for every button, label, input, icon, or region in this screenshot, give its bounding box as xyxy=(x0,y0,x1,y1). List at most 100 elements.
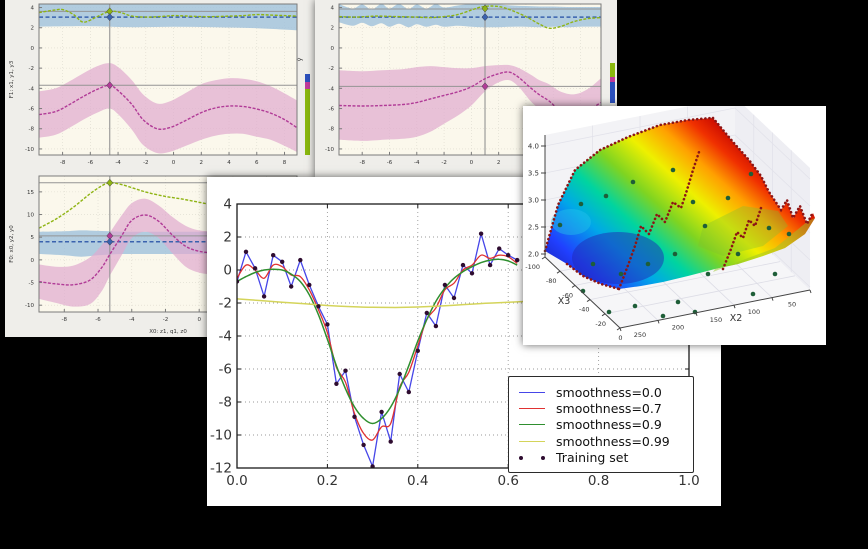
svg-text:-2: -2 xyxy=(143,160,148,166)
legend-box: smoothness=0.0 smoothness=0.7 smoothness=0… xyxy=(508,376,694,473)
svg-text:X2: X2 xyxy=(730,313,743,324)
svg-text:-4: -4 xyxy=(329,86,335,92)
svg-text:3.5: 3.5 xyxy=(528,170,539,178)
axis-lines xyxy=(541,135,812,332)
svg-text:3.0: 3.0 xyxy=(528,197,539,205)
svg-text:0: 0 xyxy=(31,258,35,264)
svg-text:-2: -2 xyxy=(441,160,446,166)
svg-text:-2: -2 xyxy=(29,66,34,72)
validation-points-green xyxy=(557,167,792,319)
svg-text:-20: -20 xyxy=(595,320,606,328)
svg-text:-60: -60 xyxy=(562,291,573,299)
svg-text:-6: -6 xyxy=(29,106,35,112)
svg-text:0.8: 0.8 xyxy=(588,473,609,489)
svg-text:-10: -10 xyxy=(325,147,334,153)
svg-text:-6: -6 xyxy=(219,362,232,378)
svg-text:-12: -12 xyxy=(210,461,232,477)
svg-text:-8: -8 xyxy=(60,160,66,166)
svg-text:4.0: 4.0 xyxy=(528,143,539,151)
svg-text:-2: -2 xyxy=(219,296,232,312)
svg-text:-4: -4 xyxy=(414,160,420,166)
svg-text:-8: -8 xyxy=(329,127,335,133)
slider-segment xyxy=(610,77,615,82)
prediction-slider-right[interactable] xyxy=(610,63,615,103)
svg-text:F1: x1, y1, y3: F1: x1, y1, y3 xyxy=(9,60,15,98)
svg-text:1.0: 1.0 xyxy=(678,473,699,489)
svg-text:-4: -4 xyxy=(115,160,121,166)
prediction-slider-left[interactable] xyxy=(305,74,310,155)
svg-text:-10: -10 xyxy=(25,147,34,153)
svg-text:-8: -8 xyxy=(29,127,35,133)
svg-text:-4: -4 xyxy=(129,317,135,323)
svg-text:2: 2 xyxy=(223,230,232,246)
svg-text:-100: -100 xyxy=(525,263,540,271)
svg-text:-2: -2 xyxy=(163,317,168,323)
svg-text:0.6: 0.6 xyxy=(497,473,518,489)
svg-text:0: 0 xyxy=(172,160,176,166)
svg-text:-10: -10 xyxy=(210,428,232,444)
gp-panel-left: -8 -6 -4 -2 0 2 4 6 8 4 2 0 -2 -4 -6 -8 -10 F1: x1, y1, y… xyxy=(5,0,315,337)
slider-segment xyxy=(610,82,615,103)
svg-text:0.0: 0.0 xyxy=(226,473,247,489)
surface-mesh xyxy=(545,118,815,289)
svg-text:6: 6 xyxy=(255,160,259,166)
svg-text:2.5: 2.5 xyxy=(528,224,539,232)
svg-text:-8: -8 xyxy=(219,395,232,411)
slider-segment xyxy=(610,63,615,77)
svg-text:4: 4 xyxy=(223,197,232,213)
surface-3d-card: 4.0 3.5 3.0 2.5 2.0 -100 -80 -60 -40 -20 0 250 200 15… xyxy=(523,97,832,345)
svg-text:-8: -8 xyxy=(359,160,365,166)
legend-item: smoothness=0.0 xyxy=(519,384,683,400)
svg-text:15: 15 xyxy=(27,190,34,196)
svg-text:-6: -6 xyxy=(387,160,393,166)
slider-segment xyxy=(305,74,310,82)
slider-segment xyxy=(305,89,310,155)
svg-text:150: 150 xyxy=(710,316,722,324)
svg-text:2: 2 xyxy=(31,26,35,32)
svg-text:-5: -5 xyxy=(29,280,35,286)
svg-text:-40: -40 xyxy=(579,306,590,314)
svg-text:2: 2 xyxy=(200,160,204,166)
svg-text:5: 5 xyxy=(31,235,35,241)
svg-text:250: 250 xyxy=(634,331,646,339)
svg-text:-80: -80 xyxy=(546,277,557,285)
legend-item: smoothness=0.7 xyxy=(519,400,683,416)
training-points-red xyxy=(543,116,815,291)
gp_tl-svg: -8 -6 -4 -2 0 2 4 6 8 4 2 0 -2 -4 -6 -8 -10 F1: x1, y1, y… xyxy=(9,3,298,166)
surface-3d-chart: 4.0 3.5 3.0 2.5 2.0 -100 -80 -60 -40 -20 0 250 200 15… xyxy=(525,97,832,342)
svg-text:0: 0 xyxy=(223,263,232,279)
svg-text:-6: -6 xyxy=(329,106,335,112)
svg-text:2: 2 xyxy=(497,160,501,166)
svg-text:100: 100 xyxy=(748,308,760,316)
svg-text:8: 8 xyxy=(283,160,287,166)
svg-text:-8: -8 xyxy=(62,317,68,323)
legend-item: Training set xyxy=(519,450,683,466)
legend-item: smoothness=0.9 xyxy=(519,417,683,433)
svg-text:4: 4 xyxy=(227,160,231,166)
slider-label-left: ŷ xyxy=(296,57,304,62)
svg-text:-4: -4 xyxy=(219,329,232,345)
svg-text:X0: z1, q1, z0: X0: z1, q1, z0 xyxy=(149,329,187,335)
legend-item: smoothness=0.99 xyxy=(519,433,683,449)
svg-text:0: 0 xyxy=(331,46,335,52)
svg-text:0: 0 xyxy=(197,317,201,323)
svg-text:F0: x0, y2, y0: F0: x0, y2, y0 xyxy=(9,225,15,263)
svg-text:50: 50 xyxy=(788,301,796,309)
svg-text:0.2: 0.2 xyxy=(317,473,338,489)
svg-text:-4: -4 xyxy=(29,86,35,92)
svg-text:-2: -2 xyxy=(329,66,334,72)
gp-chart-f1: -8 -6 -4 -2 0 2 4 6 8 4 2 0 -2 -4 -6 -8 -10 F1: x1, y1, y… xyxy=(5,0,311,172)
svg-text:4: 4 xyxy=(31,5,35,11)
svg-text:4: 4 xyxy=(331,5,335,11)
svg-text:0: 0 xyxy=(470,160,474,166)
svg-text:10: 10 xyxy=(27,212,34,218)
svg-text:0.4: 0.4 xyxy=(407,473,428,489)
svg-text:2: 2 xyxy=(331,26,335,32)
svg-text:200: 200 xyxy=(672,323,684,331)
svg-text:-6: -6 xyxy=(88,160,94,166)
svg-text:0: 0 xyxy=(31,46,35,52)
svg-text:-10: -10 xyxy=(25,303,34,309)
slider-segment xyxy=(305,82,310,89)
svg-text:2.0: 2.0 xyxy=(528,251,539,259)
